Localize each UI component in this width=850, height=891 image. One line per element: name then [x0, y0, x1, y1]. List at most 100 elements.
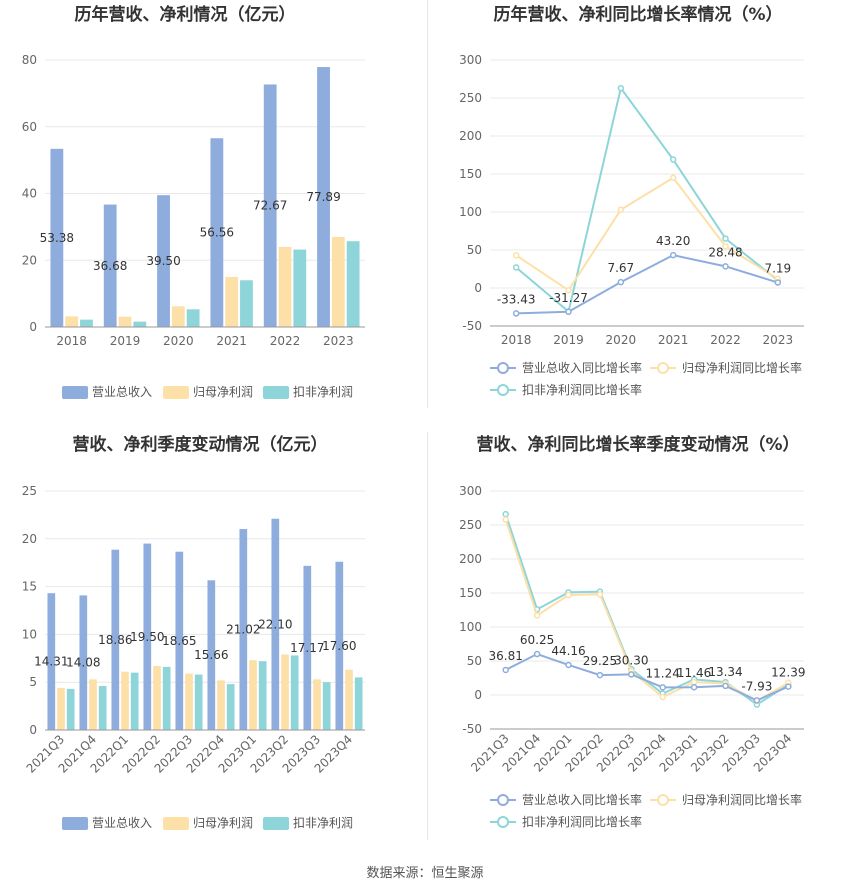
annual-growth-rate-line-chart: 历年营收、净利同比增长率情况（%） -50 0 50 100 150 200 250 300 20…: [428, 0, 850, 410]
data-point: [565, 308, 572, 316]
bar-net-profit: [57, 687, 65, 730]
y-tick-label: 0: [474, 688, 482, 702]
data-point: [502, 516, 509, 523]
bar-net-profit: [249, 660, 257, 730]
bar-revenue: [111, 549, 120, 730]
data-point: [774, 279, 782, 286]
data-point: [565, 661, 572, 669]
y-tick-label: 40: [22, 187, 37, 201]
bar-revenue: [239, 529, 248, 730]
data-point: [690, 678, 698, 686]
data-label: -7.93: [741, 679, 772, 693]
data-label: 77.89: [306, 190, 340, 204]
y-tick-label: 15: [22, 580, 37, 594]
quarterly-growth-rate-line-chart: 营收、净利同比增长率季度变动情况（%） -50 0 50 100 150 200 250 300…: [428, 430, 850, 850]
bar-net-profit: [345, 669, 353, 730]
bar-net-profit: [217, 680, 225, 730]
legend-swatch: [62, 386, 88, 399]
legend-label: 扣非净利润同比增长率: [522, 382, 642, 397]
y-tick-label: 0: [29, 723, 37, 737]
bar-deducted-net-profit: [258, 661, 267, 730]
data-label: 17.17: [290, 641, 324, 655]
bar-deducted-net-profit: [133, 321, 147, 327]
bar-revenue: [47, 593, 56, 730]
y-tick-label: 150: [459, 167, 482, 181]
legend-marker: [497, 384, 509, 396]
bar-net-profit: [185, 673, 193, 730]
panel-divider-top: [427, 0, 428, 408]
legend-swatch: [263, 386, 289, 399]
data-point: [669, 174, 677, 182]
data-point: [617, 84, 625, 92]
bar-deducted-net-profit: [186, 309, 200, 327]
y-tick-label: 20: [22, 253, 37, 267]
data-label: -31.27: [549, 291, 588, 305]
bar-deducted-net-profit: [240, 280, 253, 327]
data-label: 13.34: [708, 665, 742, 679]
y-tick-label: -50: [462, 722, 482, 736]
data-point: [722, 263, 729, 270]
x-tick-label: 2021: [216, 334, 247, 348]
data-point: [690, 683, 698, 691]
x-tick-label: 2019: [553, 333, 584, 347]
bar-revenue: [157, 195, 170, 327]
data-point: [565, 591, 572, 599]
bar-revenue: [303, 565, 312, 730]
legend-marker: [657, 794, 669, 806]
data-point: [512, 252, 520, 259]
data-label: 21.02: [226, 623, 260, 637]
data-label: 17.60: [322, 639, 356, 653]
data-label: 72.67: [253, 199, 287, 213]
bar-net-profit: [89, 679, 97, 730]
data-label: 19.50: [130, 630, 164, 644]
legend-marker: [497, 362, 509, 374]
legend-label: 营业总收入同比增长率: [522, 360, 642, 375]
data-label: 28.48: [708, 245, 742, 259]
y-tick-label: 200: [459, 129, 482, 143]
data-label: -33.43: [497, 292, 536, 306]
bar-deducted-net-profit: [226, 684, 235, 730]
data-label: 43.20: [656, 234, 690, 248]
data-point: [722, 242, 729, 250]
bar-revenue: [263, 84, 277, 328]
y-tick-label: 250: [459, 518, 482, 532]
bar-revenue: [143, 543, 152, 730]
data-label: 30.30: [614, 653, 648, 667]
bar-net-profit: [331, 236, 345, 327]
series-line: [515, 176, 779, 292]
x-tick-label: 2019: [110, 334, 141, 348]
x-tick-label: 2023: [323, 334, 354, 348]
bar-net-profit: [281, 654, 289, 730]
data-point: [753, 697, 761, 704]
data-label: 11.46: [677, 666, 711, 680]
bar-revenue: [210, 138, 224, 327]
x-tick-label: 2018: [501, 333, 532, 347]
bar-deducted-net-profit: [194, 674, 203, 730]
y-tick-label: 100: [459, 205, 482, 219]
y-tick-label: -50: [462, 319, 482, 333]
data-label: 18.65: [162, 634, 196, 648]
bar-revenue: [207, 580, 216, 730]
legend-label: 营业总收入: [92, 385, 152, 399]
legend-label: 扣非净利润: [293, 816, 353, 830]
y-tick-label: 60: [22, 120, 37, 134]
y-tick-label: 100: [459, 620, 482, 634]
bar-net-profit: [153, 665, 161, 730]
chart-title: 历年营收、净利情况（亿元）: [75, 4, 296, 25]
x-tick-label: 2020: [606, 333, 637, 347]
bar-deducted-net-profit: [293, 249, 307, 327]
data-point: [533, 612, 541, 619]
chart-title: 历年营收、净利同比增长率情况（%）: [493, 4, 782, 25]
bar-deducted-net-profit: [290, 655, 299, 730]
bar-revenue: [335, 561, 344, 730]
data-label: 22.10: [258, 617, 292, 631]
bar-revenue: [79, 595, 88, 730]
bar-net-profit: [278, 246, 292, 327]
data-source-note: 数据来源：恒生聚源: [366, 866, 484, 881]
data-label: 39.50: [146, 254, 180, 268]
y-tick-label: 150: [459, 586, 482, 600]
bar-deducted-net-profit: [98, 686, 107, 730]
data-point: [512, 310, 520, 317]
bar-revenue: [175, 551, 184, 730]
data-label: 56.56: [200, 226, 234, 240]
